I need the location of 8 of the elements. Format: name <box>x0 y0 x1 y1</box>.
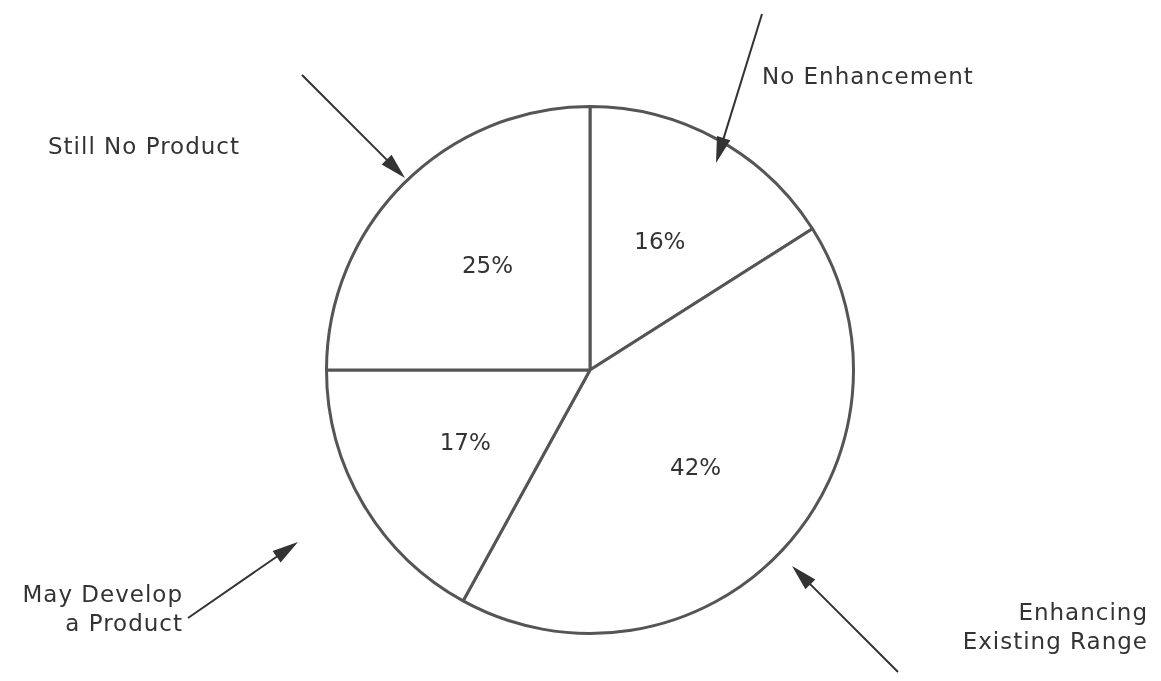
slice-label: No Enhancement <box>762 62 974 91</box>
data-label: 25% <box>461 252 514 279</box>
slice-label: May Develop a Product <box>21 580 183 638</box>
slice-label: Enhancing Existing Range <box>961 598 1148 656</box>
data-label: 16% <box>634 227 686 254</box>
slice-label: Still No Product <box>48 132 241 161</box>
data-label: 42% <box>670 454 722 481</box>
data-label: 17% <box>439 428 491 455</box>
